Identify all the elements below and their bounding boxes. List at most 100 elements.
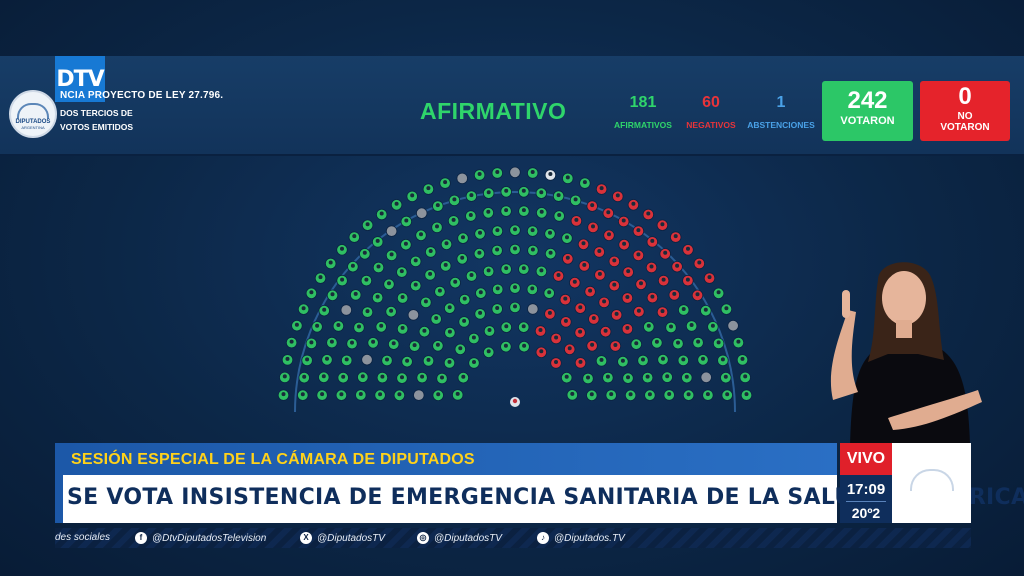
seat-avatar-icon	[607, 232, 611, 237]
seat-avatar-icon	[591, 316, 596, 320]
seat-avatar-icon	[486, 349, 491, 354]
seat-avatar-icon	[399, 269, 404, 274]
requirement-line-2: VOTOS EMITIDOS	[60, 122, 134, 132]
seat-avatar-icon	[389, 252, 394, 257]
seat-avatar-icon	[614, 311, 619, 316]
seat-avatar-icon	[597, 271, 602, 276]
seat-avatar-icon	[379, 323, 384, 328]
seat-avatar-icon	[565, 235, 569, 240]
seat-avatar-icon	[548, 172, 553, 176]
seat-avatar-icon	[589, 392, 594, 397]
seat-avatar-icon	[309, 340, 314, 345]
votaron-box: 242 VOTARON	[822, 81, 913, 141]
seat-avatar-icon	[397, 392, 402, 397]
seat-ausente	[700, 371, 712, 384]
seat-group	[277, 166, 753, 402]
seat-avatar-icon	[650, 294, 655, 299]
seat-avatar-icon	[353, 291, 358, 296]
seat-avatar-icon	[563, 296, 568, 301]
seat-avatar-icon	[521, 188, 526, 193]
seat-avatar-icon	[413, 258, 418, 263]
seat-avatar-icon	[521, 324, 526, 329]
seat-avatar-icon	[710, 323, 715, 328]
seat-avatar-icon	[471, 335, 476, 340]
seat-avatar-icon	[282, 374, 287, 379]
seat-avatar-icon	[578, 329, 583, 334]
seat-avatar-icon	[641, 357, 645, 362]
social-prefix: des sociales	[55, 532, 110, 543]
seat-avatar-icon	[329, 339, 334, 344]
seat-avatar-icon	[612, 258, 617, 263]
seat-avatar-icon	[603, 328, 608, 333]
seat-avatar-icon	[513, 285, 517, 290]
seat-avatar-icon	[294, 322, 299, 327]
seat-avatar-icon	[744, 392, 749, 397]
seat-avatar-icon	[636, 228, 641, 233]
seat-avatar-icon	[547, 310, 552, 315]
seat-avatar-icon	[447, 305, 452, 310]
seat-avatar-icon	[364, 277, 369, 282]
social-instagram: ◎ @DiputadosTV	[417, 532, 502, 544]
seat-avatar-icon	[462, 318, 467, 323]
seat-ausente	[509, 166, 521, 179]
seat-avatar-icon	[612, 282, 617, 287]
instagram-handle: @DiputadosTV	[434, 532, 502, 544]
seat-avatar-icon	[315, 323, 320, 328]
seat-avatar-icon	[557, 213, 562, 217]
seat-avatar-icon	[426, 357, 431, 362]
seat-avatar-icon	[626, 375, 630, 380]
no-votaron-label-2: VOTARON	[940, 122, 990, 133]
seat-avatar-icon	[650, 238, 655, 243]
seat-avatar-icon	[716, 340, 721, 345]
seat-avatar-icon	[582, 180, 587, 185]
seat-avatar-icon	[578, 359, 583, 364]
social-facebook: f @DtvDiputadosTelevision	[135, 532, 266, 544]
seat-avatar-icon	[720, 357, 725, 362]
afirmativos-count: 181	[629, 94, 657, 111]
seat-avatar-icon	[360, 374, 365, 379]
seat-avatar-icon	[661, 277, 666, 282]
seat-avatar-icon	[504, 266, 509, 271]
seat-avatar-icon	[391, 341, 396, 346]
session-banner: SESIÓN ESPECIAL DE LA CÁMARA DE DIPUTADO…	[55, 443, 837, 475]
temperature-display: 20º2	[851, 505, 881, 521]
seat-avatar-icon	[634, 341, 639, 346]
seat-avatar-icon	[375, 294, 380, 299]
seat-avatar-icon	[646, 323, 651, 328]
seat-avatar-icon	[394, 201, 399, 206]
seat-avatar-icon	[486, 190, 491, 195]
seat-avatar-icon	[626, 269, 631, 274]
seat-avatar-icon	[371, 339, 376, 344]
seat-avatar-icon	[365, 222, 370, 227]
seat-avatar-icon	[336, 323, 341, 327]
seat-avatar-icon	[548, 230, 552, 235]
seat-avatar-icon	[609, 392, 614, 397]
seat-avatar-icon	[285, 356, 290, 361]
seat-avatar-icon	[436, 392, 441, 397]
seat-avatar-icon	[504, 324, 509, 329]
seat-avatar-icon	[556, 193, 561, 198]
seat-avatar-icon	[606, 210, 611, 215]
seat-avatar-icon	[281, 392, 286, 397]
seat-avatar-icon	[646, 211, 651, 216]
seat-avatar-icon	[486, 268, 491, 273]
live-badge: VIVO	[840, 443, 892, 475]
seat-avatar-icon	[400, 375, 404, 380]
seat-avatar-icon	[696, 339, 701, 344]
afirmativos-label: AFIRMATIVOS	[614, 120, 672, 130]
seat-avatar-icon	[521, 208, 526, 213]
seat-avatar-icon	[697, 260, 702, 265]
negativos-label: NEGATIVOS	[686, 120, 736, 130]
seat-avatar-icon	[586, 375, 590, 380]
seat-avatar-icon	[309, 290, 314, 295]
president-seat	[510, 397, 520, 407]
seat-avatar-icon	[426, 186, 431, 191]
clock-divider	[846, 501, 886, 502]
seat-avatar-icon	[743, 374, 748, 379]
seat-avatar-icon	[422, 328, 427, 333]
votaron-label: VOTARON	[840, 115, 895, 127]
seat-avatar-icon	[513, 227, 517, 232]
seat-avatar-icon	[538, 328, 543, 332]
seat-avatar-icon	[469, 193, 474, 198]
seat-ausente	[407, 309, 420, 321]
